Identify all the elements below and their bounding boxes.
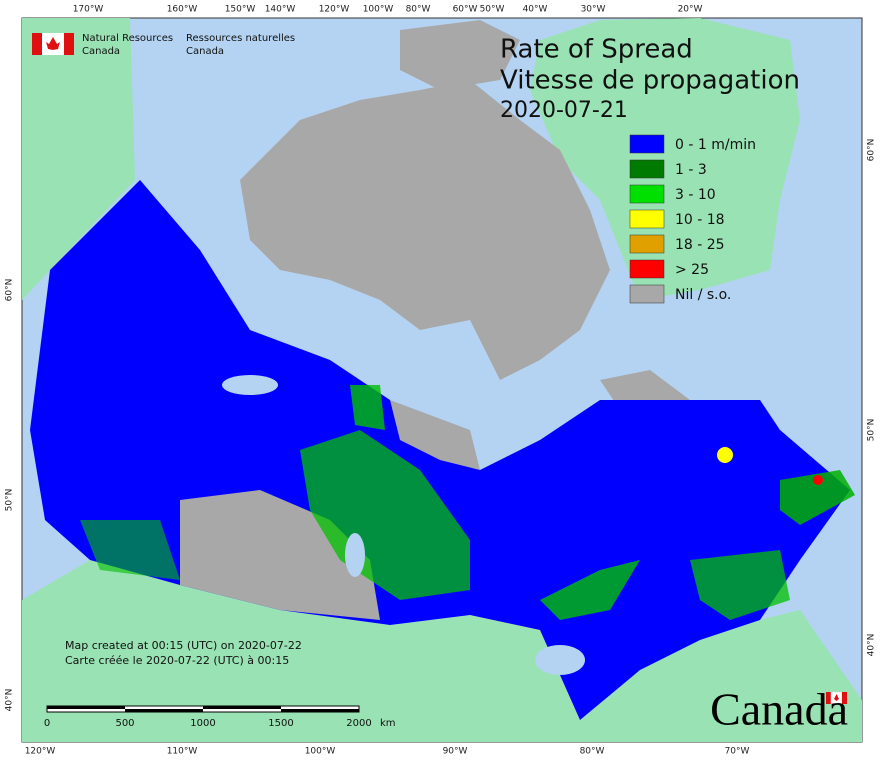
lat-label: 50°N: [867, 419, 877, 442]
title: Rate of Spread: [500, 35, 693, 65]
legend-swatch: [629, 184, 665, 204]
lon-label: 100°W: [363, 5, 394, 15]
great-lakes: [535, 645, 585, 675]
green-patch: [780, 470, 855, 525]
legend-label: Nil / s.o.: [675, 287, 731, 303]
lon-label: 60°W: [453, 5, 478, 15]
ellesmere: [400, 20, 520, 90]
hudson-coast: [390, 400, 480, 470]
title: Vitesse de propagation: [500, 66, 800, 96]
lon-label: 20°W: [678, 5, 703, 15]
lon-label: 110°W: [167, 747, 198, 757]
arctic-islands: [240, 80, 610, 380]
greenland: [530, 18, 800, 300]
lat-label: 60°N: [5, 279, 15, 302]
legend: 0 - 1 m/min 1 - 3 3 - 10 10 - 18 18 - 25 > 25…: [629, 134, 756, 304]
legend-label: 1 - 3: [675, 162, 707, 178]
legend-swatch: [629, 209, 665, 229]
green-patch: [300, 430, 470, 600]
lon-label: 140°W: [265, 5, 296, 15]
green-patch: [80, 520, 180, 580]
date: 2020-07-21: [500, 98, 628, 123]
green-patch: [690, 550, 790, 620]
lat-label: 60°N: [867, 139, 877, 162]
lat-label: 40°N: [867, 634, 877, 657]
legend-swatch: [629, 284, 665, 304]
legend-swatch: [629, 259, 665, 279]
scale-bar: [46, 705, 360, 713]
lon-label: 40°W: [523, 5, 548, 15]
agency-en: Canada: [82, 46, 120, 57]
scale-label: 2000: [346, 718, 371, 729]
legend-swatch: [629, 159, 665, 179]
agency-fr: Ressources naturelles: [186, 33, 295, 44]
lake: [222, 375, 278, 395]
scale-label: 1500: [268, 718, 293, 729]
wordmark: Canada: [710, 684, 848, 735]
scale-label: 1000: [190, 718, 215, 729]
flag: [32, 33, 74, 55]
lake: [345, 533, 365, 577]
footer: Carte créée le 2020-07-22 (UTC) à 00:15: [65, 654, 289, 667]
lon-label: 150°W: [225, 5, 256, 15]
lon-label: 100°W: [305, 747, 336, 757]
legend-label: 10 - 18: [675, 212, 725, 228]
agency-fr: Canada: [186, 46, 224, 57]
red-spot: [813, 475, 823, 485]
lon-label: 160°W: [167, 5, 198, 15]
yellow-spot: [717, 447, 733, 463]
legend-swatch: [629, 134, 665, 154]
lat-label: 50°N: [5, 489, 15, 512]
scale-labels: 0 500 1000 1500 2000 km: [44, 718, 396, 729]
scale-unit: km: [380, 718, 396, 729]
usa: [22, 560, 862, 742]
scale-label: 500: [115, 718, 134, 729]
lon-label: 30°W: [581, 5, 606, 15]
lon-label: 80°W: [406, 5, 431, 15]
legend-label: 0 - 1 m/min: [675, 137, 756, 153]
wordmark-flag: [826, 691, 847, 705]
footer: Map created at 00:15 (UTC) on 2020-07-22: [65, 639, 302, 652]
green-patch: [540, 560, 640, 620]
lon-label: 170°W: [73, 5, 104, 15]
green-patch: [350, 385, 385, 430]
legend-label: 3 - 10: [675, 187, 716, 203]
legend-swatch: [629, 234, 665, 254]
scale-label: 0: [44, 718, 50, 729]
lon-label: 90°W: [443, 747, 468, 757]
legend-label: > 25: [675, 262, 709, 278]
alaska: [22, 18, 135, 300]
lat-label: 40°N: [5, 689, 15, 712]
lon-label: 120°W: [25, 747, 56, 757]
lon-label: 120°W: [319, 5, 350, 15]
agency-en: Natural Resources: [82, 33, 173, 44]
lon-label: 80°W: [580, 747, 605, 757]
lon-label: 50°W: [480, 5, 505, 15]
lon-label: 70°W: [725, 747, 750, 757]
graticule-labels: 170°W 160°W 150°W 140°W 120°W 100°W 80°W 60°W 50…: [5, 5, 877, 757]
legend-label: 18 - 25: [675, 237, 725, 253]
